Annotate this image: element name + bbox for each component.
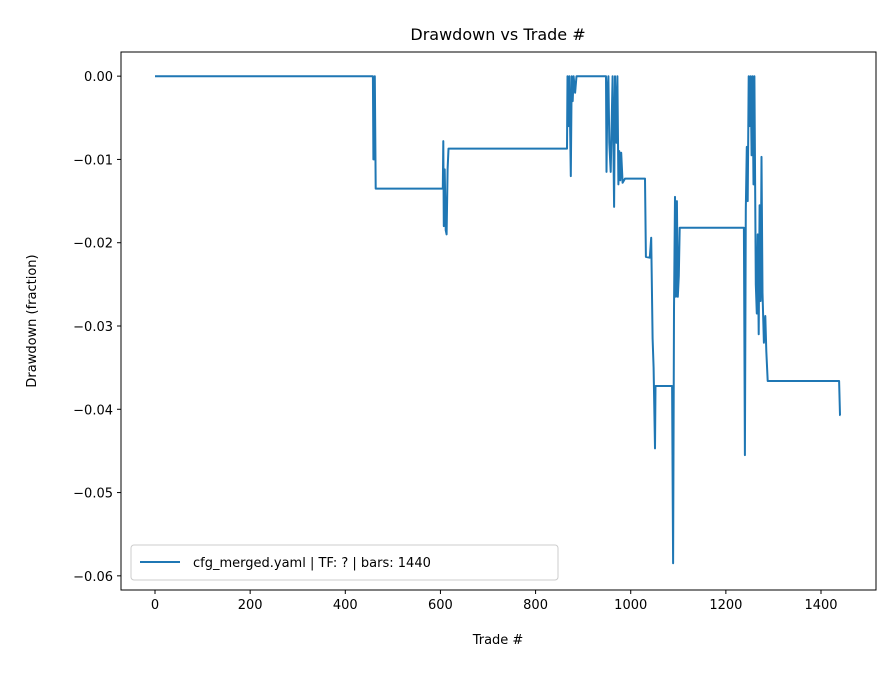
y-tick-label: −0.06 [73, 570, 113, 585]
y-tick-label: −0.02 [73, 237, 113, 252]
series-line [155, 75, 841, 565]
x-tick-label: 200 [238, 598, 263, 613]
legend-label: cfg_merged.yaml | TF: ? | bars: 1440 [193, 556, 431, 571]
y-tick-label: −0.01 [73, 153, 113, 168]
x-tick-label: 1400 [804, 598, 837, 613]
x-tick-label: 1000 [614, 598, 647, 613]
y-axis-label: Drawdown (fraction) [25, 254, 40, 387]
x-tick-label: 600 [428, 598, 453, 613]
x-axis-label: Trade # [472, 633, 524, 648]
y-tick-label: −0.03 [73, 320, 113, 335]
legend: cfg_merged.yaml | TF: ? | bars: 1440 [130, 544, 559, 581]
y-tick-label: −0.05 [73, 487, 113, 502]
y-tick-label: −0.04 [73, 403, 113, 418]
x-tick-label: 400 [333, 598, 358, 613]
x-tick-label: 1200 [709, 598, 742, 613]
chart-title: Drawdown vs Trade # [410, 25, 585, 44]
y-tick-label: 0.00 [84, 70, 113, 85]
axes-frame [120, 51, 877, 591]
x-tick-label: 800 [523, 598, 548, 613]
legend-box [130, 544, 559, 581]
x-tick-label: 0 [151, 598, 159, 613]
